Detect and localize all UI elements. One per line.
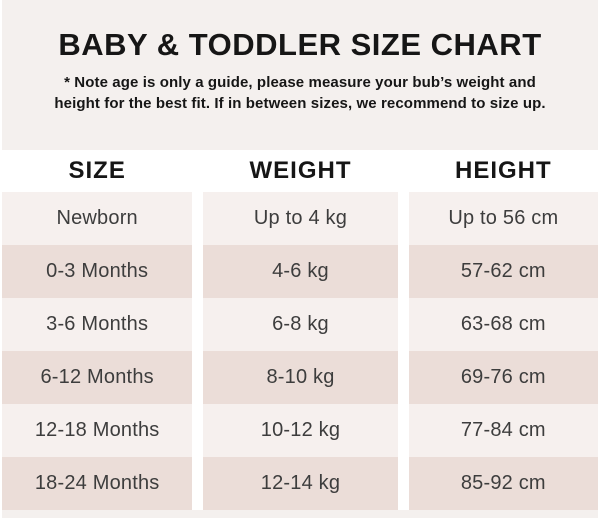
cell-weight: 6-8 kg [203,298,398,351]
cell-size: 3-6 Months [2,298,193,351]
cell-weight: 10-12 kg [203,404,398,457]
cell-height: 85-92 cm [408,457,598,510]
cell-height: 57-62 cm [408,245,598,298]
table-row: 12-18 Months 10-12 kg 77-84 cm [2,404,598,457]
table-row: 18-24 Months 12-14 kg 85-92 cm [2,457,598,510]
column-header-size: SIZE [68,157,126,184]
table-row: 6-12 Months 8-10 kg 69-76 cm [2,351,598,404]
cell-height: 69-76 cm [408,351,598,404]
note-line-1: * Note age is only a guide, please measu… [64,74,536,91]
table-row: 3-6 Months 6-8 kg 63-68 cm [2,298,598,351]
cell-height: 63-68 cm [408,298,598,351]
column-header-weight: WEIGHT [249,157,352,184]
note-line-2: height for the best fit. If in between s… [54,95,546,112]
table-row: Newborn Up to 4 kg Up to 56 cm [2,192,598,245]
column-header-height: HEIGHT [454,157,552,184]
cell-size: 12-18 Months [2,404,193,457]
table-body: Newborn Up to 4 kg Up to 56 cm 0-3 Month… [2,192,598,510]
cell-weight: Up to 4 kg [203,192,398,245]
page-header: BABY & TODDLER SIZE CHART * Note age is … [2,0,598,150]
note-text: * Note age is only a guide, please measu… [2,72,598,114]
size-chart-table: SIZE WEIGHT HEIGHT Newborn Up to 4 kg Up… [2,150,598,510]
cell-weight: 8-10 kg [203,351,398,404]
cell-weight: 12-14 kg [203,457,398,510]
cell-weight: 4-6 kg [203,245,398,298]
table-row: 0-3 Months 4-6 kg 57-62 cm [2,245,598,298]
cell-size: Newborn [2,192,193,245]
cell-size: 6-12 Months [2,351,193,404]
cell-size: 0-3 Months [2,245,193,298]
cell-height: 77-84 cm [408,404,598,457]
page-title: BABY & TODDLER SIZE CHART [58,27,542,62]
cell-height: Up to 56 cm [408,192,598,245]
table-header-row: SIZE WEIGHT HEIGHT [2,150,598,192]
cell-size: 18-24 Months [2,457,193,510]
